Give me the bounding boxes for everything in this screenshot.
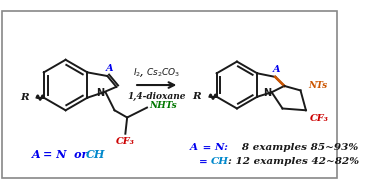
Text: $I_2$, $Cs_2CO_3$: $I_2$, $Cs_2CO_3$ [133, 67, 180, 79]
Text: = N  or: = N or [43, 149, 92, 160]
Text: CF₃: CF₃ [116, 137, 135, 146]
Text: 1,4-dioxane: 1,4-dioxane [128, 92, 186, 101]
Text: N: N [263, 88, 271, 98]
Text: A: A [273, 65, 281, 74]
Text: CH: CH [86, 149, 106, 160]
Text: R: R [20, 93, 28, 102]
Text: NTs: NTs [308, 81, 327, 90]
Text: : 12 examples 42~82%: : 12 examples 42~82% [228, 157, 359, 166]
Text: NHTs: NHTs [150, 101, 177, 110]
Text: A: A [105, 64, 113, 73]
Text: CF₃: CF₃ [309, 114, 328, 123]
Text: = N:: = N: [199, 143, 228, 152]
Text: N: N [96, 88, 104, 98]
Text: CH: CH [211, 157, 229, 166]
Text: =: = [199, 157, 211, 166]
Text: 8 examples 85~93%: 8 examples 85~93% [231, 143, 358, 152]
Text: R: R [193, 92, 201, 101]
Text: A: A [190, 143, 198, 152]
Text: A: A [32, 149, 41, 160]
